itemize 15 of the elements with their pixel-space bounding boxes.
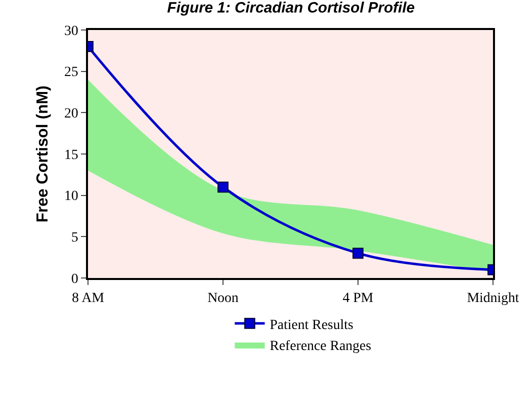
legend-label: Patient Results	[270, 318, 354, 333]
y-tick-label: 5	[71, 230, 78, 246]
y-tick-label: 20	[64, 106, 78, 122]
y-tick-label: 0	[71, 272, 78, 287]
y-tick-label: 30	[64, 24, 78, 39]
y-tick-label: 10	[64, 189, 78, 204]
x-tick-label: 4 PM	[342, 290, 374, 306]
legend-label: Reference Ranges	[270, 339, 372, 354]
y-axis-title: Free Cortisol (nM)	[34, 86, 52, 222]
chart-title: Figure 1: Circadian Cortisol Profile	[167, 0, 415, 17]
y-tick-label: 25	[64, 65, 78, 80]
x-tick-label: 8 AM	[72, 290, 105, 306]
x-tick-label: Noon	[207, 290, 239, 306]
x-tick-label: Midnight	[466, 290, 520, 306]
y-tick-label: 15	[64, 148, 78, 163]
